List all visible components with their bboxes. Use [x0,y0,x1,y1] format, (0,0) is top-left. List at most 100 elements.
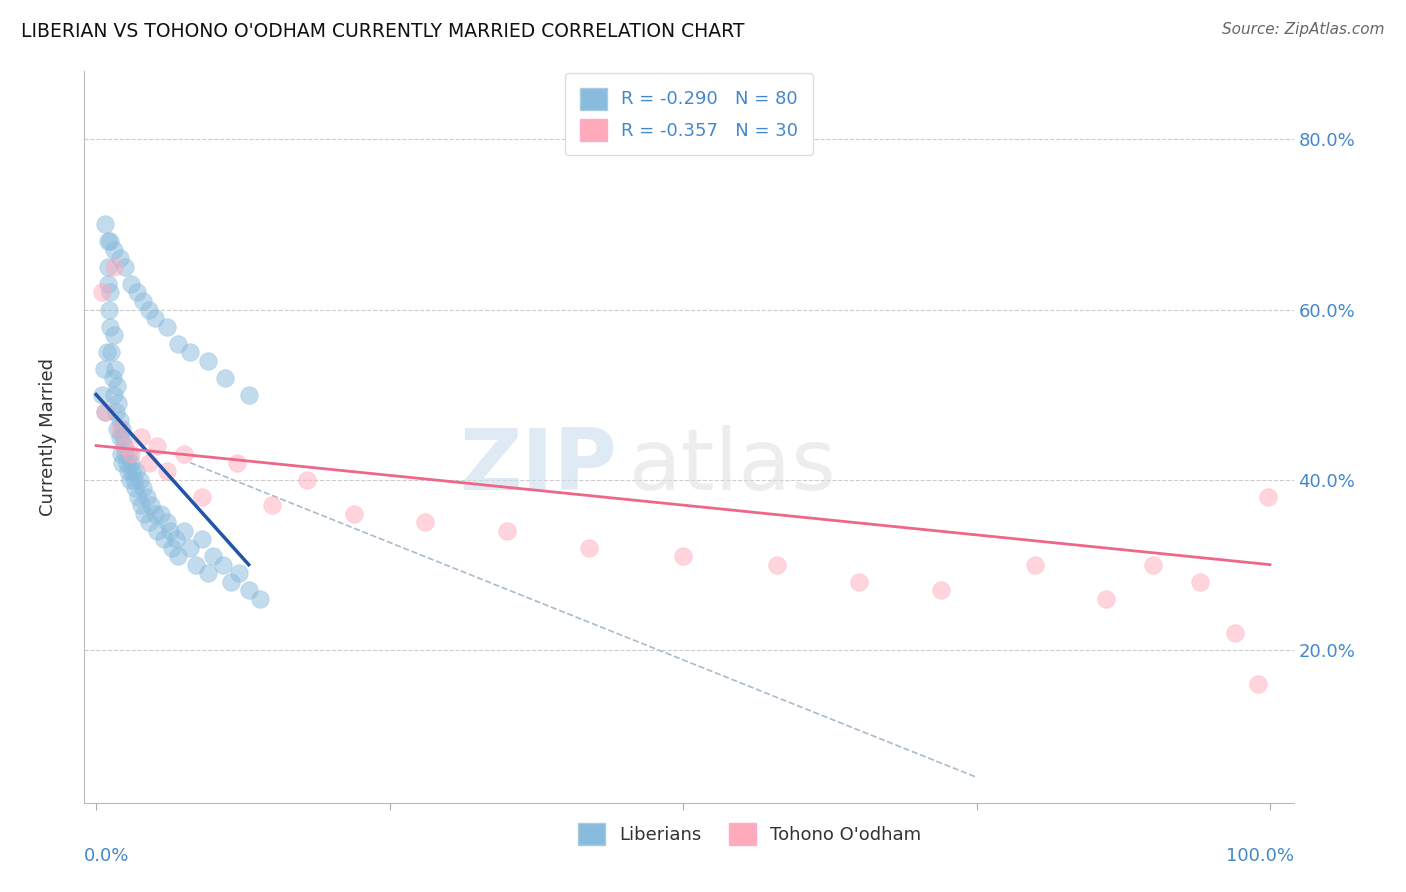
Point [162,541,184,555]
Point [129,498,152,512]
Point [179,345,201,359]
Point [97,235,120,249]
Point [120,277,142,291]
Point [496,524,519,538]
Point [97,277,120,291]
Point [120,456,142,470]
Point [262,498,284,512]
Point [94,404,117,418]
Point [98,235,121,249]
Point [120,473,142,487]
Point [129,430,152,444]
Point [190,532,212,546]
Point [112,439,135,453]
Point [167,549,190,563]
Text: ZIP: ZIP [458,425,616,508]
Point [167,336,190,351]
Point [165,532,187,546]
Point [132,481,155,495]
Point [155,515,177,529]
Point [173,524,195,538]
Point [1257,490,1279,504]
Point [214,370,236,384]
Point [105,404,128,418]
Point [104,362,127,376]
Point [96,345,118,359]
Point [179,541,201,555]
Point [101,370,124,384]
Point [190,490,212,504]
Point [173,447,195,461]
Point [141,498,163,512]
Point [124,481,146,495]
Point [155,319,177,334]
Point [1247,677,1270,691]
Point [1024,558,1046,572]
Point [108,421,131,435]
Point [138,515,160,529]
Point [149,507,172,521]
Point [132,293,155,308]
Point [672,549,695,563]
Point [94,404,117,418]
Point [122,473,145,487]
Point [128,473,150,487]
Point [103,328,125,343]
Point [91,285,114,300]
Legend: Liberians, Tohono O'odham: Liberians, Tohono O'odham [571,816,928,852]
Point [127,490,149,504]
Point [121,464,143,478]
Point [249,591,271,606]
Point [146,439,169,453]
Point [103,260,125,274]
Point [127,285,149,300]
Point [114,447,136,461]
Point [103,243,125,257]
Point [143,507,166,521]
Point [98,285,121,300]
Point [931,583,953,598]
Point [114,439,136,453]
Text: Currently Married: Currently Married [39,358,58,516]
Point [118,447,141,461]
Point [134,507,156,521]
Point [155,464,177,478]
Text: Source: ZipAtlas.com: Source: ZipAtlas.com [1222,22,1385,37]
Point [138,456,160,470]
Point [766,558,789,572]
Point [238,387,260,401]
Point [100,345,122,359]
Text: 0.0%: 0.0% [84,847,129,864]
Point [108,430,131,444]
Point [159,524,181,538]
Point [105,379,128,393]
Point [98,302,121,317]
Point [108,413,131,427]
Point [578,541,600,555]
Point [94,218,117,232]
Point [105,421,128,435]
Point [125,464,148,478]
Point [115,456,138,470]
Point [112,430,135,444]
Point [197,566,219,581]
Point [228,566,250,581]
Point [1223,625,1246,640]
Point [184,558,207,572]
Point [91,387,114,401]
Point [143,311,166,326]
Point [297,473,319,487]
Point [212,558,235,572]
Point [238,583,260,598]
Point [1188,574,1211,589]
Point [110,447,132,461]
Text: LIBERIAN VS TOHONO O'ODHAM CURRENTLY MARRIED CORRELATION CHART: LIBERIAN VS TOHONO O'ODHAM CURRENTLY MAR… [21,22,745,41]
Point [153,532,176,546]
Point [343,507,366,521]
Point [146,524,169,538]
Point [1142,558,1164,572]
Point [1094,591,1116,606]
Point [135,490,157,504]
Point [114,260,136,274]
Point [117,464,139,478]
